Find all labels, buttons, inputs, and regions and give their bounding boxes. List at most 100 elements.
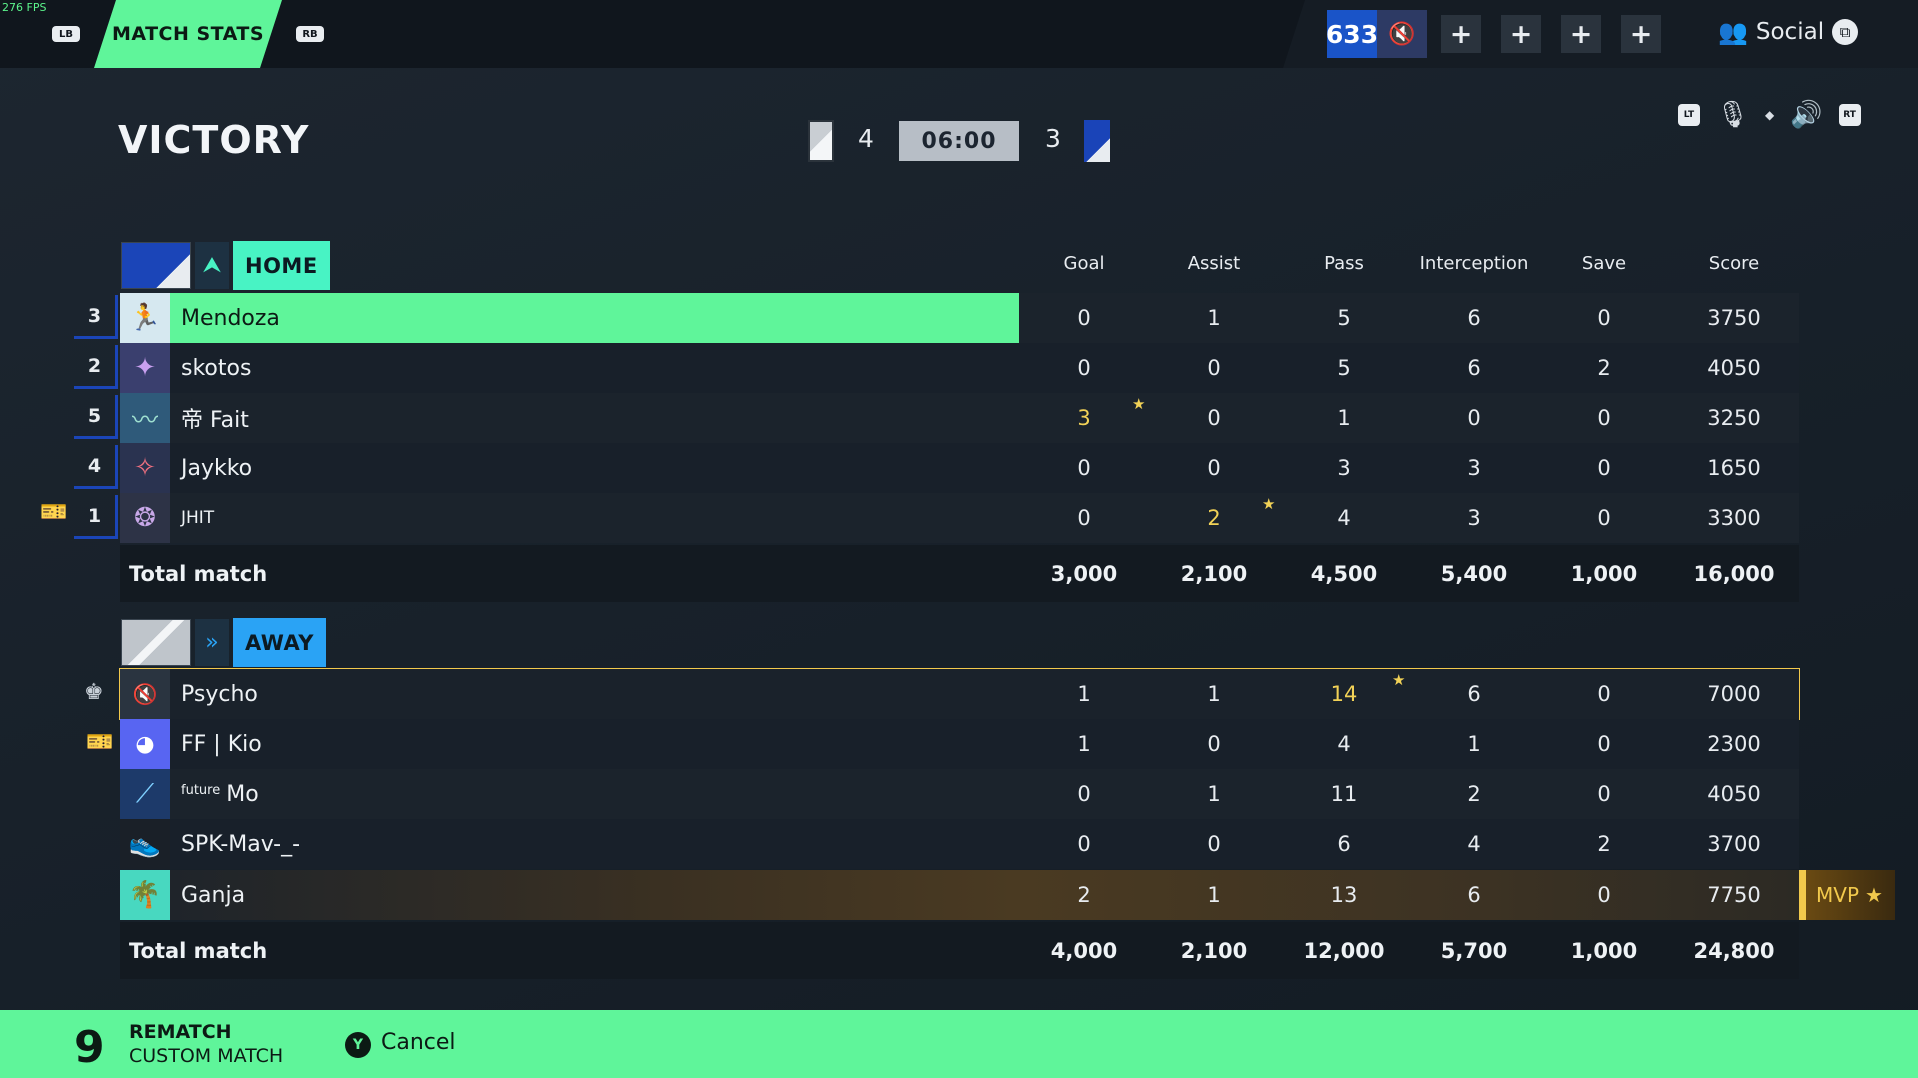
column-header-save: Save [1581, 253, 1627, 274]
stat-pass: 5 [1337, 356, 1351, 380]
table-row[interactable]: ◕ FF | Kio 1 0 4 1 0 2300 [120, 719, 1799, 769]
stat-goal: 0 [1077, 306, 1091, 330]
invite-slot-2-button[interactable]: + [1501, 15, 1541, 53]
home-score: 4 [858, 124, 874, 153]
stat-goal: 0 [1077, 356, 1091, 380]
mvp-star-icon: ★ [1865, 883, 1883, 907]
stat-score: 3750 [1707, 306, 1761, 330]
ticket-icon: 🎫 [40, 500, 68, 525]
stat-score: 4050 [1707, 782, 1761, 806]
home-team-name: HOME [233, 241, 330, 290]
total-stats-cell [1019, 922, 1799, 979]
table-row[interactable]: 🔇 Psycho 1 1 14 ★ 6 0 7000 [119, 668, 1800, 720]
away-score: 3 [1045, 124, 1061, 153]
stat-save: 0 [1597, 456, 1611, 480]
stat-save: 0 [1597, 506, 1611, 530]
total-goal: 3,000 [1050, 561, 1118, 586]
tab-match-stats[interactable]: MATCH STATS [94, 0, 282, 68]
home-team-flag [808, 120, 834, 162]
home-player-4-rank: 4 [74, 445, 118, 489]
avatar: ⟋ [120, 769, 170, 819]
name-cell [120, 669, 1019, 719]
table-row[interactable]: ✧ Jaykko 0 0 3 3 0 1650 [120, 443, 1799, 493]
total-score: 16,000 [1693, 561, 1775, 586]
audio-controls: LT 🎙 ◆ 🔊 RT [1678, 100, 1861, 130]
stat-interception: 4 [1467, 832, 1481, 856]
name-cell [120, 393, 1019, 443]
stat-assist: 2 [1207, 506, 1221, 530]
stat-score: 3700 [1707, 832, 1761, 856]
table-row[interactable]: ❂ JHIT 0 2 ★ 4 3 0 3300 [120, 493, 1799, 543]
avatar: ✦ [120, 343, 170, 393]
stat-goal: 3 [1077, 406, 1091, 430]
stat-interception: 6 [1467, 883, 1481, 907]
table-row[interactable]: 🌴 Ganja 2 1 13 6 0 7750 [120, 870, 1799, 920]
home-team-emblem-icon: ⮝ [195, 242, 229, 289]
total-interception: 5,700 [1440, 938, 1508, 963]
avatar: 〰 [120, 393, 170, 443]
y-button-icon: Y [345, 1032, 371, 1058]
stat-goal: 2 [1077, 883, 1091, 907]
player-name: SPK-Mav-_- [181, 831, 301, 857]
tab-match-stats-label: MATCH STATS [111, 23, 265, 45]
rb-button-hint[interactable]: RB [296, 26, 324, 42]
stats-cell [1019, 293, 1799, 343]
stat-assist: 1 [1207, 883, 1221, 907]
away-total-row: Total match 4,000 2,100 12,000 5,700 1,0… [120, 922, 1799, 979]
total-stats-cell [1019, 545, 1799, 602]
player-name: Jaykko [181, 455, 253, 481]
table-row[interactable]: 👟 SPK-Mav-_- 0 0 6 4 2 3700 [120, 819, 1799, 869]
stat-score: 1650 [1707, 456, 1761, 480]
table-row[interactable]: 🏃 Mendoza 0 1 5 6 0 3750 [120, 293, 1799, 343]
stat-score: 2300 [1707, 732, 1761, 756]
invite-slot-4-button[interactable]: + [1621, 15, 1661, 53]
away-team-flag [1084, 120, 1110, 162]
lt-button-hint[interactable]: LT [1678, 104, 1700, 126]
column-header-interception: Interception [1419, 253, 1529, 274]
stats-cell [1019, 669, 1799, 719]
footer-bar: 9 REMATCH CUSTOM MATCH Y Cancel [0, 1010, 1918, 1078]
rt-button-hint[interactable]: RT [1838, 104, 1861, 126]
stat-assist: 0 [1207, 832, 1221, 856]
stat-pass: 11 [1330, 782, 1358, 806]
rematch-button[interactable]: REMATCH [129, 1021, 232, 1043]
player-avatar[interactable]: 🔇 [1377, 10, 1427, 58]
stats-cell [1019, 769, 1799, 819]
total-goal: 4,000 [1050, 938, 1118, 963]
name-cell [120, 343, 1019, 393]
total-name-cell [120, 922, 1019, 979]
name-cell [120, 443, 1019, 493]
home-player-1-rank: 3 [74, 295, 118, 339]
social-label: Social [1755, 19, 1825, 45]
rematch-countdown: 9 [74, 1022, 105, 1073]
stat-assist: 0 [1207, 406, 1221, 430]
lb-button-hint[interactable]: LB [52, 26, 80, 42]
player-name: future Mo [181, 769, 259, 819]
stat-assist: 1 [1207, 782, 1221, 806]
invite-slot-1-button[interactable]: + [1441, 15, 1481, 53]
speaker-icon[interactable]: 🔊 [1790, 100, 1823, 130]
column-header-score: Score [1708, 253, 1760, 274]
separator-dot-icon: ◆ [1765, 108, 1775, 122]
cancel-button[interactable]: Cancel [381, 1030, 456, 1055]
total-name-cell [120, 545, 1019, 602]
menu-button-icon: ⧉ [1832, 19, 1859, 45]
social-button[interactable]: 👥 Social ⧉ [1718, 18, 1859, 46]
player-name: JHIT [181, 508, 215, 528]
name-cell [120, 819, 1019, 869]
home-team-banner [121, 242, 191, 289]
avatar: 👟 [120, 819, 170, 869]
name-cell [120, 870, 1019, 920]
table-row[interactable]: ⟋ future Mo 0 1 11 2 0 4050 [120, 769, 1799, 819]
table-row[interactable]: ✦ skotos 0 0 5 6 2 4050 [120, 343, 1799, 393]
total-save: 1,000 [1570, 938, 1638, 963]
table-row[interactable]: 〰 帝 Fait 3 ★ 0 1 0 0 3250 [120, 393, 1799, 443]
mvp-label: MVP [1816, 883, 1859, 907]
mic-muted-icon[interactable]: 🎙 [1716, 100, 1750, 130]
home-player-5-rank: 1 [74, 495, 118, 539]
invite-slot-3-button[interactable]: + [1561, 15, 1601, 53]
player-name: Psycho [181, 681, 258, 707]
player-name: Ganja [181, 882, 246, 908]
player-name: 帝 Fait [181, 408, 249, 433]
player-name: FF | Kio [181, 731, 262, 757]
